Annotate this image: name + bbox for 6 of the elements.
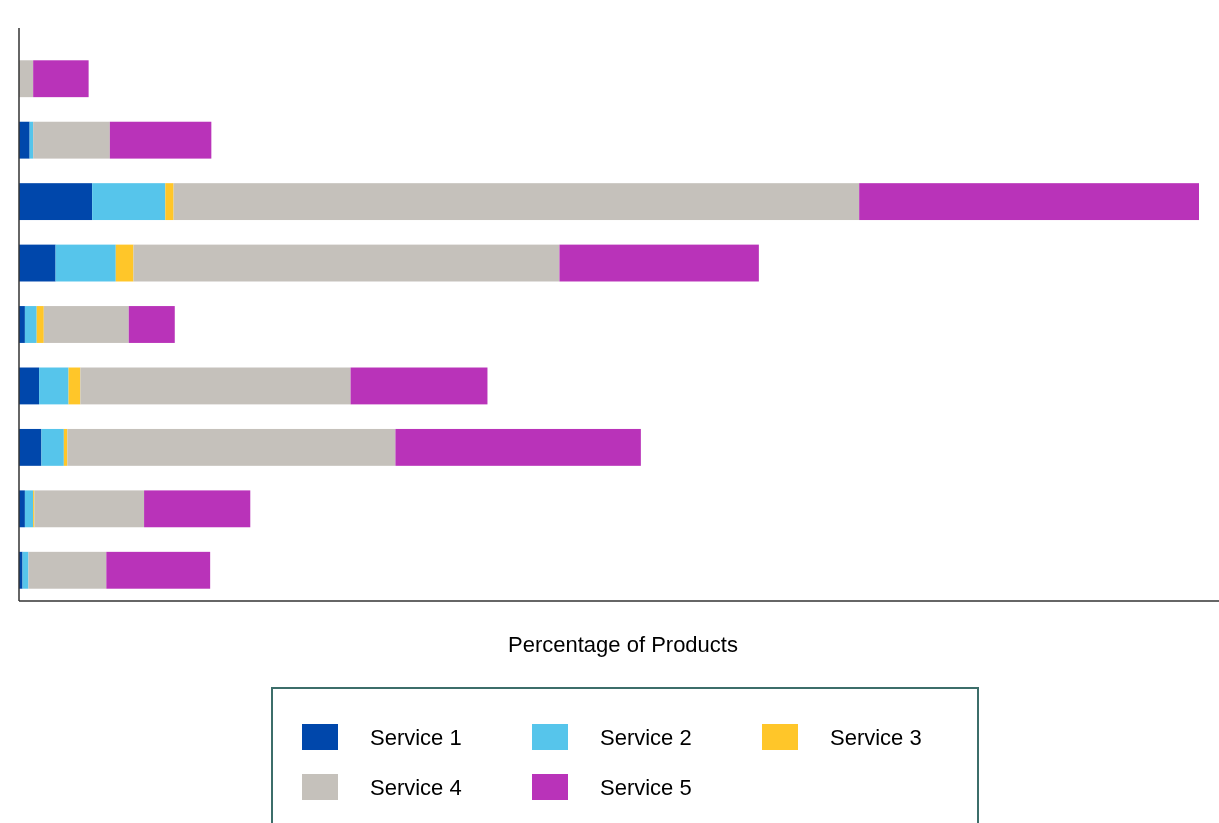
- legend-label: Service 5: [600, 775, 692, 800]
- x-axis-title: Percentage of Products: [508, 632, 738, 657]
- legend-label: Service 1: [370, 725, 462, 750]
- legend-label: Service 3: [830, 725, 922, 750]
- legend-label: Service 4: [370, 775, 462, 800]
- legend-label: Service 2: [600, 725, 692, 750]
